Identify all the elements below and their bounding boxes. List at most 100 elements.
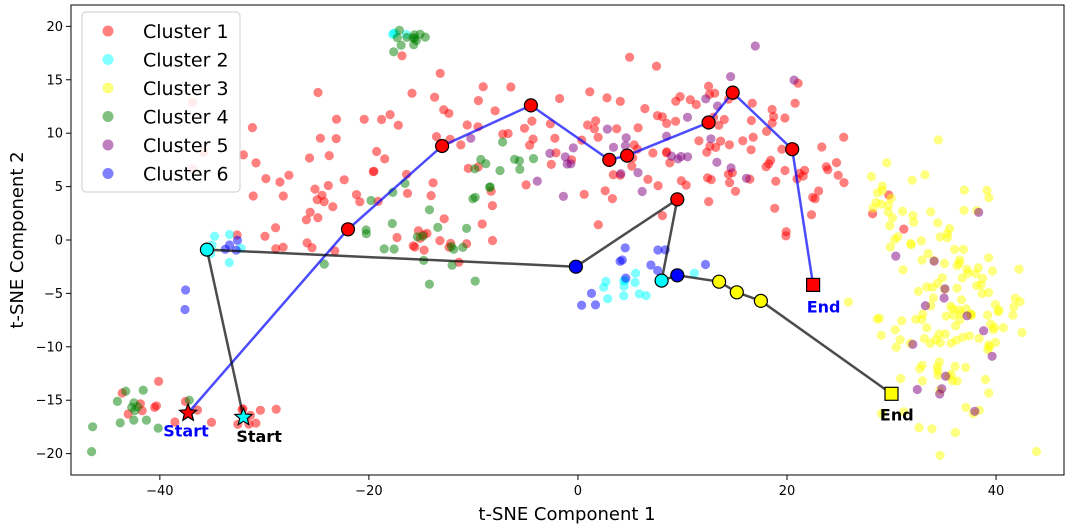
scatter-point — [762, 126, 772, 136]
scatter-point — [339, 175, 349, 185]
scatter-point — [151, 401, 161, 411]
scatter-point — [255, 405, 265, 415]
scatter-point — [210, 231, 220, 241]
scatter-point — [1008, 310, 1018, 320]
scatter-point — [984, 388, 994, 398]
scatter-point — [868, 203, 878, 213]
scatter-point — [887, 213, 898, 223]
scatter-point — [615, 96, 625, 106]
blue-trajectory-waypoint — [523, 98, 539, 113]
scatter-point — [319, 197, 329, 207]
scatter-point — [885, 221, 895, 231]
scatter-point — [278, 191, 288, 201]
scatter-point — [599, 282, 609, 292]
scatter-point — [271, 244, 281, 254]
scatter-point — [681, 180, 691, 190]
scatter-point — [449, 244, 459, 254]
scatter-point — [420, 32, 430, 42]
scatter-point — [619, 291, 629, 301]
scatter-point — [747, 98, 757, 108]
scatter-point — [770, 203, 780, 213]
legend-marker — [102, 25, 114, 37]
scatter-point — [777, 144, 787, 154]
scatter-point — [952, 376, 962, 386]
scatter-point — [506, 82, 516, 92]
scatter-point — [977, 288, 987, 299]
scatter-point — [431, 132, 442, 142]
scatter-point — [170, 417, 180, 427]
y-tick-label: 20 — [46, 20, 63, 35]
scatter-point — [577, 300, 587, 310]
scatter-point — [560, 152, 570, 162]
legend-marker — [102, 82, 114, 94]
scatter-point — [351, 190, 362, 200]
scatter-point — [983, 310, 993, 320]
scatter-point — [470, 276, 480, 286]
scatter-point — [387, 218, 397, 229]
black-trajectory-waypoint — [711, 274, 727, 289]
scatter-point — [487, 201, 497, 211]
blue-trajectory-waypoint — [340, 222, 356, 237]
black-trajectory-waypoint — [753, 293, 769, 308]
scatter-point — [685, 95, 695, 105]
scatter-point — [961, 402, 971, 412]
scatter-point — [470, 164, 480, 174]
scatter-point — [490, 106, 500, 116]
scatter-point — [957, 273, 967, 283]
scatter-point — [979, 326, 989, 336]
scatter-point — [927, 424, 937, 434]
scatter-point — [392, 232, 402, 243]
scatter-point — [810, 194, 820, 204]
scatter-point — [181, 285, 191, 295]
scatter-point — [224, 229, 235, 240]
scatter-point — [439, 214, 449, 224]
scatter-point — [1015, 297, 1025, 307]
scatter-point — [301, 215, 311, 225]
scatter-point — [935, 389, 945, 399]
scatter-point — [689, 268, 699, 278]
scatter-point — [566, 159, 576, 169]
scatter-point — [940, 329, 950, 339]
scatter-point — [141, 415, 151, 425]
scatter-point — [238, 150, 248, 160]
scatter-point — [394, 25, 404, 35]
scatter-point — [121, 386, 131, 396]
scatter-point — [897, 206, 908, 216]
scatter-point — [307, 243, 317, 253]
scatter-point — [961, 304, 971, 314]
legend-box — [81, 11, 241, 193]
scatter-point — [833, 170, 843, 180]
scatter-point — [591, 116, 601, 126]
scatter-point — [882, 158, 892, 168]
blue-trajectory-waypoint — [619, 148, 635, 163]
scatter-point — [806, 210, 817, 220]
scatter-point — [485, 182, 495, 192]
scatter-point — [439, 105, 449, 115]
scatter-point — [738, 136, 748, 146]
scatter-point — [426, 191, 436, 201]
scatter-point — [939, 258, 950, 269]
scatter-point — [705, 141, 715, 151]
scatter-point — [917, 376, 928, 386]
scatter-point — [987, 266, 998, 276]
x-tick-label: −40 — [146, 484, 173, 499]
scatter-point — [631, 268, 641, 278]
legend-marker — [102, 54, 114, 65]
scatter-point — [956, 295, 967, 305]
scatter-point — [724, 140, 735, 150]
legend-label: Cluster 5 — [143, 135, 229, 157]
axis-ticks: −40 −20 0 20 40 −20 −15 −10 −5 0 5 10 15 20 — [36, 20, 1005, 499]
scatter-point — [823, 165, 833, 175]
scatter-point — [771, 176, 781, 186]
black-trajectory-line — [205, 196, 893, 418]
scatter-point — [323, 180, 333, 191]
scatter-point — [224, 257, 234, 268]
scatter-point — [473, 96, 483, 106]
scatter-point — [643, 174, 653, 184]
scatter-point — [885, 242, 895, 252]
scatter-point — [653, 181, 663, 191]
scatter-point — [463, 163, 473, 173]
scatter-point — [716, 136, 726, 146]
y-tick-label: −15 — [36, 394, 63, 409]
scatter-point — [369, 166, 379, 176]
